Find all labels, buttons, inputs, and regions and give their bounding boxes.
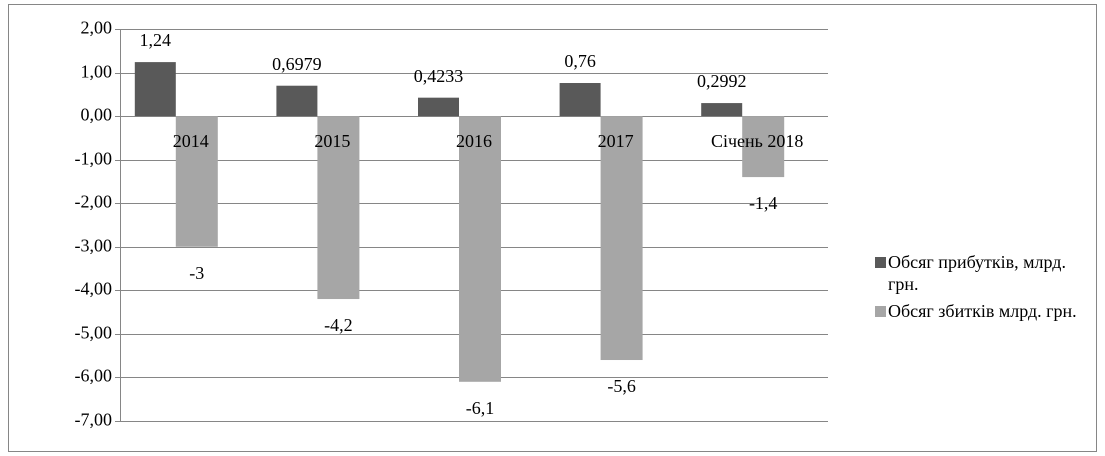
legend-swatch: [875, 306, 886, 317]
data-label: 1,24: [140, 30, 172, 50]
bar: [600, 116, 643, 361]
bar: [742, 116, 785, 178]
data-label: -6,1: [466, 398, 495, 418]
data-label: -5,6: [607, 376, 636, 396]
bar: [317, 116, 360, 300]
legend-label: Обсяг збитків млрд. грн.: [888, 301, 1077, 321]
y-tick-label: 2,00: [81, 18, 113, 38]
y-tick-label: -1,00: [75, 149, 113, 169]
data-label: 0,2992: [697, 71, 747, 91]
bar: [559, 83, 601, 117]
x-tick-label: 2017: [598, 131, 634, 151]
x-tick-label: 2015: [314, 131, 350, 151]
bar: [276, 85, 318, 117]
data-label: -1,4: [749, 193, 778, 213]
y-tick-label: -2,00: [75, 192, 113, 212]
y-tick-label: -7,00: [75, 410, 113, 430]
y-tick-label: 1,00: [81, 62, 113, 82]
data-label: 0,4233: [414, 66, 464, 86]
x-tick-label: 2014: [173, 131, 209, 151]
y-tick-label: -6,00: [75, 366, 113, 386]
y-tick-label: 0,00: [81, 105, 113, 125]
y-tick-label: -3,00: [75, 236, 113, 256]
bar: [701, 103, 743, 117]
bar: [459, 116, 501, 382]
bar: [175, 116, 218, 247]
data-label: -4,2: [324, 315, 353, 335]
y-tick-label: -5,00: [75, 323, 113, 343]
y-tick-label: -4,00: [75, 279, 113, 299]
data-label: 0,6979: [272, 54, 322, 74]
legend-swatch: [875, 257, 886, 268]
legend-label: Обсяг прибутків, млрд. грн.: [888, 252, 1066, 294]
x-tick-label: Січень 2018: [711, 131, 803, 151]
x-tick-label: 2016: [456, 131, 492, 151]
data-label: 0,76: [564, 51, 596, 71]
data-label: -3: [189, 263, 204, 283]
bar: [418, 97, 459, 117]
bar: [134, 62, 176, 117]
